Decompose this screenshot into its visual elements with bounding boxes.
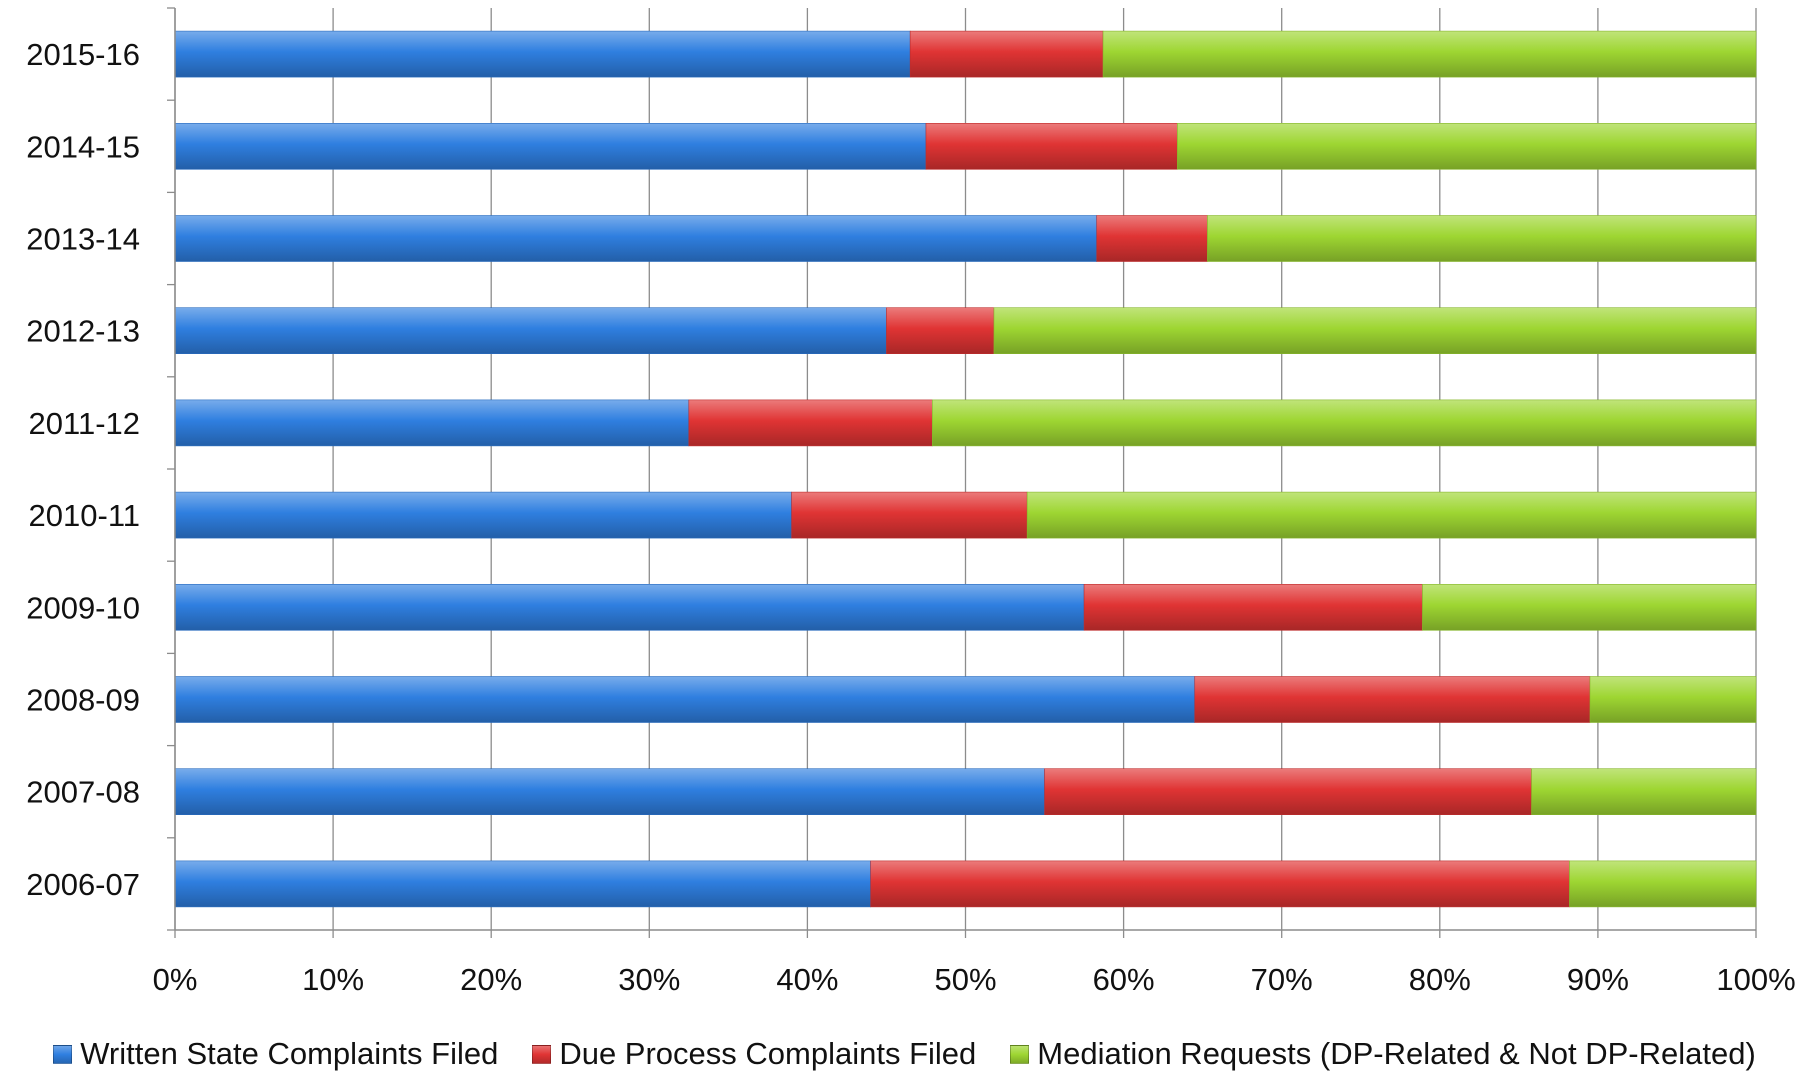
x-tick-label: 30% bbox=[618, 962, 680, 997]
y-tick-label: 2009-10 bbox=[26, 590, 140, 625]
legend-item: Written State Complaints Filed bbox=[53, 1036, 498, 1072]
bar-segment bbox=[175, 861, 871, 907]
bar-segment bbox=[910, 31, 1103, 77]
bar-segment bbox=[175, 492, 792, 538]
legend-item: Due Process Complaints Filed bbox=[532, 1036, 976, 1072]
legend-swatch bbox=[1010, 1045, 1029, 1064]
y-tick-label: 2014-15 bbox=[26, 129, 140, 164]
bar-segment bbox=[932, 400, 1756, 446]
x-tick-label: 60% bbox=[1093, 962, 1155, 997]
legend-label: Written State Complaints Filed bbox=[80, 1036, 498, 1072]
x-tick-label: 20% bbox=[460, 962, 522, 997]
legend-label: Due Process Complaints Filed bbox=[559, 1036, 976, 1072]
bar-segment bbox=[175, 308, 886, 354]
y-tick-label: 2008-09 bbox=[26, 683, 140, 718]
y-tick-label: 2010-11 bbox=[29, 498, 140, 533]
bar-segment bbox=[886, 308, 994, 354]
bar-segment bbox=[175, 400, 689, 446]
x-tick-label: 0% bbox=[153, 962, 198, 997]
y-tick-label: 2006-07 bbox=[26, 867, 140, 902]
chart-plot: 0% 10% 20% 30% 40% 50% 60% 70% 80% 90% 100% 2015-16… bbox=[0, 0, 1809, 1000]
legend-label: Mediation Requests (DP-Related & Not DP-… bbox=[1037, 1036, 1755, 1072]
bar-segment bbox=[1195, 677, 1590, 723]
legend-swatch bbox=[532, 1045, 551, 1064]
bar-segment bbox=[175, 216, 1097, 262]
bar-segment bbox=[994, 308, 1756, 354]
bar-segment bbox=[1103, 31, 1756, 77]
y-tick-label: 2007-08 bbox=[26, 775, 140, 810]
chart-legend: Written State Complaints Filed Due Proces… bbox=[0, 1037, 1809, 1071]
bar-segment bbox=[175, 677, 1195, 723]
bar-segment bbox=[689, 400, 932, 446]
bar-segment bbox=[1207, 216, 1756, 262]
y-tick-label: 2015-16 bbox=[26, 37, 140, 72]
x-tick-label: 100% bbox=[1716, 962, 1795, 997]
bar-segment bbox=[1422, 584, 1756, 630]
x-tick-label: 40% bbox=[776, 962, 838, 997]
bar-segment bbox=[1177, 123, 1756, 169]
bar-segment bbox=[1569, 861, 1756, 907]
x-tick-label: 10% bbox=[302, 962, 364, 997]
legend-swatch bbox=[53, 1045, 72, 1064]
bar-segment bbox=[175, 123, 926, 169]
bar-segment bbox=[792, 492, 1028, 538]
bar-segment bbox=[1531, 769, 1756, 815]
y-tick-label: 2011-12 bbox=[29, 406, 140, 441]
bar-segment bbox=[1590, 677, 1756, 723]
bar-segment bbox=[175, 31, 910, 77]
x-tick-label: 50% bbox=[934, 962, 996, 997]
y-tick-label: 2012-13 bbox=[26, 314, 140, 349]
bar-segment bbox=[871, 861, 1570, 907]
bar-segment bbox=[175, 769, 1045, 815]
y-tick-label: 2013-14 bbox=[26, 222, 140, 257]
bar-segment bbox=[1084, 584, 1422, 630]
x-tick-label: 80% bbox=[1409, 962, 1471, 997]
legend-item: Mediation Requests (DP-Related & Not DP-… bbox=[1010, 1036, 1755, 1072]
bar-segment bbox=[926, 123, 1177, 169]
x-tick-label: 90% bbox=[1567, 962, 1629, 997]
bar-segment bbox=[1027, 492, 1756, 538]
bar-segment bbox=[175, 584, 1084, 630]
x-tick-label: 70% bbox=[1251, 962, 1313, 997]
bar-segment bbox=[1097, 216, 1208, 262]
bar-segment bbox=[1045, 769, 1532, 815]
